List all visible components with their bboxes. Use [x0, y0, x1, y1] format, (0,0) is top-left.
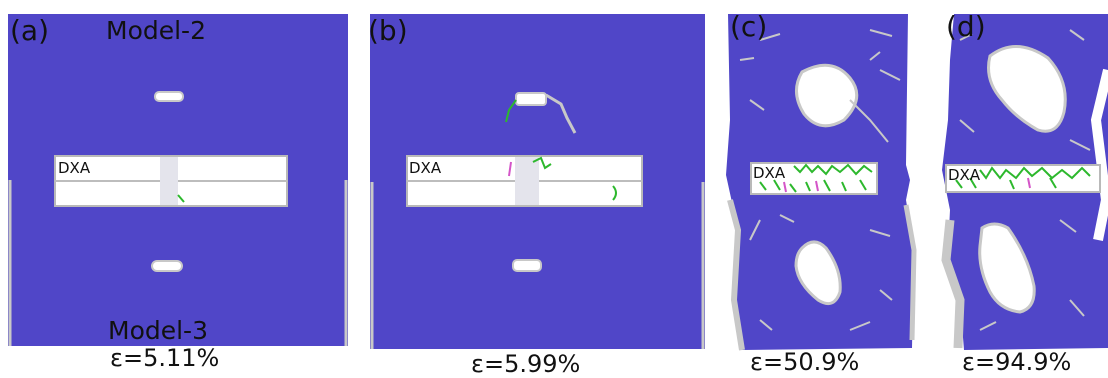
strain-label: ε=5.11% — [110, 344, 220, 372]
void-lower — [512, 259, 542, 272]
panel-a: (a) Model-2 DXA Model-3 ε=5.11% — [0, 0, 355, 377]
dxa-label: DXA — [58, 159, 91, 177]
simulation-view-d — [941, 14, 1108, 350]
strain-label: ε=94.9% — [962, 348, 1072, 376]
dxa-label: DXA — [409, 159, 442, 177]
void-upper — [795, 63, 859, 128]
dxa-inset — [750, 162, 878, 195]
simulation-view-b — [370, 14, 705, 349]
panel-d: (d) DXA ε=94.9% — [920, 0, 1108, 377]
strain-label: ε=50.9% — [750, 348, 860, 376]
panel-c: (c) DXA ε=50.9% — [720, 0, 917, 377]
panel-label: (b) — [368, 14, 408, 47]
panel-b: (b) DXA ε=5.99% — [365, 0, 715, 377]
simulation-view-a — [8, 14, 348, 346]
defect-column — [160, 157, 178, 205]
void-lower — [978, 222, 1036, 314]
dislocation-line — [505, 99, 517, 123]
dxa-label: DXA — [753, 164, 786, 182]
dxa-label: DXA — [948, 166, 981, 184]
void-lower — [794, 240, 842, 306]
panel-label: (a) — [10, 14, 50, 47]
void-upper — [515, 92, 547, 106]
panel-label: (c) — [730, 10, 768, 43]
simulation-view-c — [726, 14, 917, 351]
strain-label: ε=5.99% — [471, 350, 581, 378]
dislocation-line — [177, 194, 185, 203]
void-upper — [987, 45, 1067, 133]
model-title-top: Model-2 — [106, 16, 206, 45]
void-lower — [151, 260, 183, 272]
model-title-bottom: Model-3 — [108, 316, 208, 345]
void-upper — [154, 91, 184, 102]
crack-path — [545, 93, 577, 134]
panel-label: (d) — [946, 10, 986, 43]
